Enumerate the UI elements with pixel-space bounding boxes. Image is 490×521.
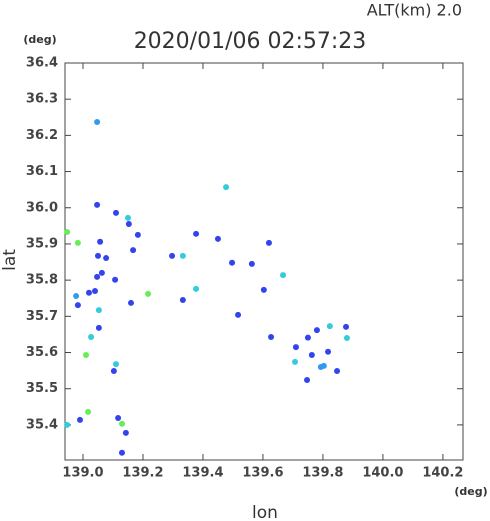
echo-point xyxy=(214,235,221,242)
echo-point xyxy=(103,255,110,262)
x-tick-label: 140.2 xyxy=(422,466,463,481)
echo-point xyxy=(110,367,117,374)
plot-frame xyxy=(64,62,464,461)
y-unit: (deg) xyxy=(23,33,56,46)
x-axis-title: lon xyxy=(252,503,278,521)
echo-point xyxy=(112,276,119,283)
y-tick-label: 36.2 xyxy=(26,128,58,143)
echo-point xyxy=(223,184,230,191)
echo-point xyxy=(122,429,129,436)
x-tick-label: 140.0 xyxy=(362,466,403,481)
altitude-label: ALT(km) 2.0 xyxy=(367,1,462,20)
chart-title: 2020/01/06 02:57:23 xyxy=(134,29,367,54)
echo-point xyxy=(193,230,200,237)
echo-point xyxy=(85,408,92,415)
echo-point xyxy=(268,333,275,340)
y-tick-label: 36.1 xyxy=(26,164,58,179)
echo-point xyxy=(304,334,311,341)
echo-point xyxy=(115,415,122,422)
echo-point xyxy=(179,252,186,259)
x-tick-label: 139.8 xyxy=(302,466,343,481)
x-tick-label: 139.2 xyxy=(122,466,163,481)
y-tick-label: 35.8 xyxy=(26,273,58,288)
echo-point xyxy=(112,209,119,216)
y-tick-label: 35.4 xyxy=(26,417,58,432)
echo-point xyxy=(98,269,105,276)
echo-point xyxy=(124,214,131,221)
y-tick-label: 35.9 xyxy=(26,236,58,251)
y-tick-label: 35.5 xyxy=(26,381,58,396)
echo-point xyxy=(343,335,350,342)
x-tick-label: 139.4 xyxy=(182,466,223,481)
echo-point xyxy=(74,239,81,246)
echo-point xyxy=(73,293,80,300)
echo-point xyxy=(112,361,119,368)
y-tick-label: 35.7 xyxy=(26,309,58,324)
echo-point xyxy=(325,348,332,355)
echo-point xyxy=(64,421,71,428)
echo-point xyxy=(88,333,95,340)
echo-point xyxy=(95,307,102,314)
echo-point xyxy=(326,323,333,330)
echo-point xyxy=(280,272,287,279)
echo-point xyxy=(229,259,236,266)
echo-point xyxy=(292,344,299,351)
echo-point xyxy=(94,118,101,125)
echo-point xyxy=(304,377,311,384)
x-unit: (deg) xyxy=(454,485,487,498)
echo-point xyxy=(76,416,83,423)
echo-point xyxy=(292,358,299,365)
x-tick-label: 139.6 xyxy=(242,466,283,481)
y-tick-label: 36.4 xyxy=(26,56,58,71)
echo-point xyxy=(127,299,134,306)
y-tick-label: 36.0 xyxy=(26,200,58,215)
echo-point xyxy=(118,449,125,456)
echo-point xyxy=(94,273,101,280)
y-tick-label: 35.6 xyxy=(26,345,58,360)
echo-point xyxy=(95,324,102,331)
echo-point xyxy=(91,287,98,294)
echo-point xyxy=(94,201,101,208)
echo-point xyxy=(343,323,350,330)
echo-point xyxy=(193,285,200,292)
echo-point xyxy=(134,231,141,238)
echo-point xyxy=(97,238,104,245)
echo-point xyxy=(130,247,137,254)
echo-point xyxy=(125,221,132,228)
y-axis-title: lat xyxy=(0,249,20,271)
echo-point xyxy=(179,297,186,304)
echo-point xyxy=(94,252,101,259)
echo-point xyxy=(308,352,315,359)
echo-point xyxy=(334,367,341,374)
echo-point xyxy=(74,302,81,309)
echo-point xyxy=(260,286,267,293)
echo-point xyxy=(85,289,92,296)
echo-point xyxy=(64,229,71,236)
echo-point xyxy=(145,290,152,297)
echo-point xyxy=(248,260,255,267)
echo-point xyxy=(320,362,327,369)
echo-point xyxy=(313,327,320,334)
echo-point xyxy=(265,239,272,246)
echo-point xyxy=(235,311,242,318)
echo-point xyxy=(118,420,125,427)
x-tick-label: 139.0 xyxy=(62,466,103,481)
y-tick-label: 36.3 xyxy=(26,92,58,107)
echo-point xyxy=(82,352,89,359)
echo-point xyxy=(169,252,176,259)
